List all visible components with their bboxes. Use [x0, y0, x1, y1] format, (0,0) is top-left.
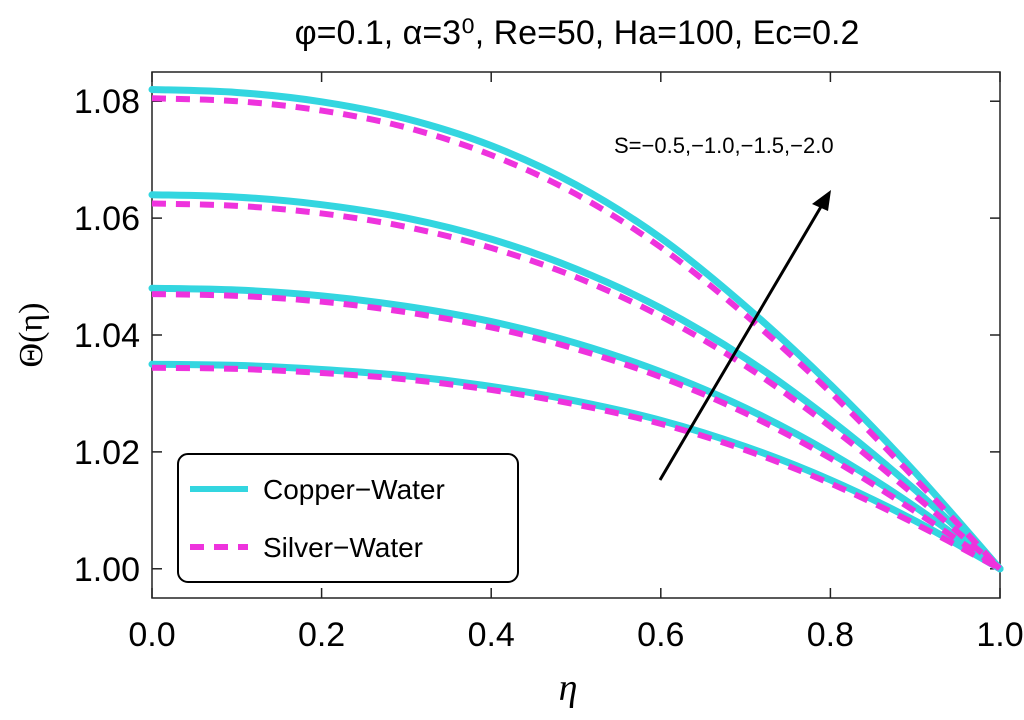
y-tick-label: 1.00 [74, 551, 140, 589]
legend-silver-label: Silver−Water [263, 532, 423, 563]
copper-water-line-s-1.0 [148, 284, 1004, 573]
y-axis-label: Θ(η) [13, 303, 50, 368]
x-tick-label: 0.0 [128, 616, 175, 654]
x-axis-label: η [559, 667, 578, 709]
trend-arrow-line [658, 204, 824, 481]
copper-water-line-s-0.5 [148, 360, 1004, 573]
silver-water-line-s-2.0 [151, 95, 1003, 571]
x-tick-label: 0.4 [468, 616, 515, 654]
copper-water-line-s-1.5 [148, 191, 1004, 573]
copper-water-line-s-2.0 [148, 86, 1004, 573]
x-tick-label: 0.2 [298, 616, 345, 654]
y-tick-labels: 1.00 1.02 1.04 1.06 1.08 [74, 83, 140, 589]
y-tick-label: 1.04 [74, 317, 140, 355]
legend-copper-label: Copper−Water [263, 474, 445, 505]
legend: Copper−Water Silver−Water [177, 453, 519, 583]
y-tick-label: 1.08 [74, 83, 140, 121]
silver-water-line-s-1.5 [151, 200, 1002, 572]
y-tick-label: 1.02 [74, 434, 140, 472]
x-tick-label: 0.6 [637, 616, 684, 654]
silver-water-line-s-1.0 [151, 291, 1002, 572]
series-layer [148, 86, 1004, 573]
chart-title: φ=0.1, α=3⁰, Re=50, Ha=100, Ec=0.2 [295, 14, 860, 52]
y-tick-label: 1.06 [74, 200, 140, 238]
x-tick-label: 0.8 [807, 616, 854, 654]
trend-arrow-head [812, 190, 831, 211]
legend-box [177, 453, 519, 583]
x-tick-labels: 0.0 0.2 0.4 0.6 0.8 1.0 [128, 616, 1023, 654]
silver-water-line-s-0.5 [151, 364, 1002, 572]
s-annotation: S=−0.5,−1.0,−1.5,−2.0 [614, 133, 834, 158]
x-tick-label: 1.0 [976, 616, 1023, 654]
